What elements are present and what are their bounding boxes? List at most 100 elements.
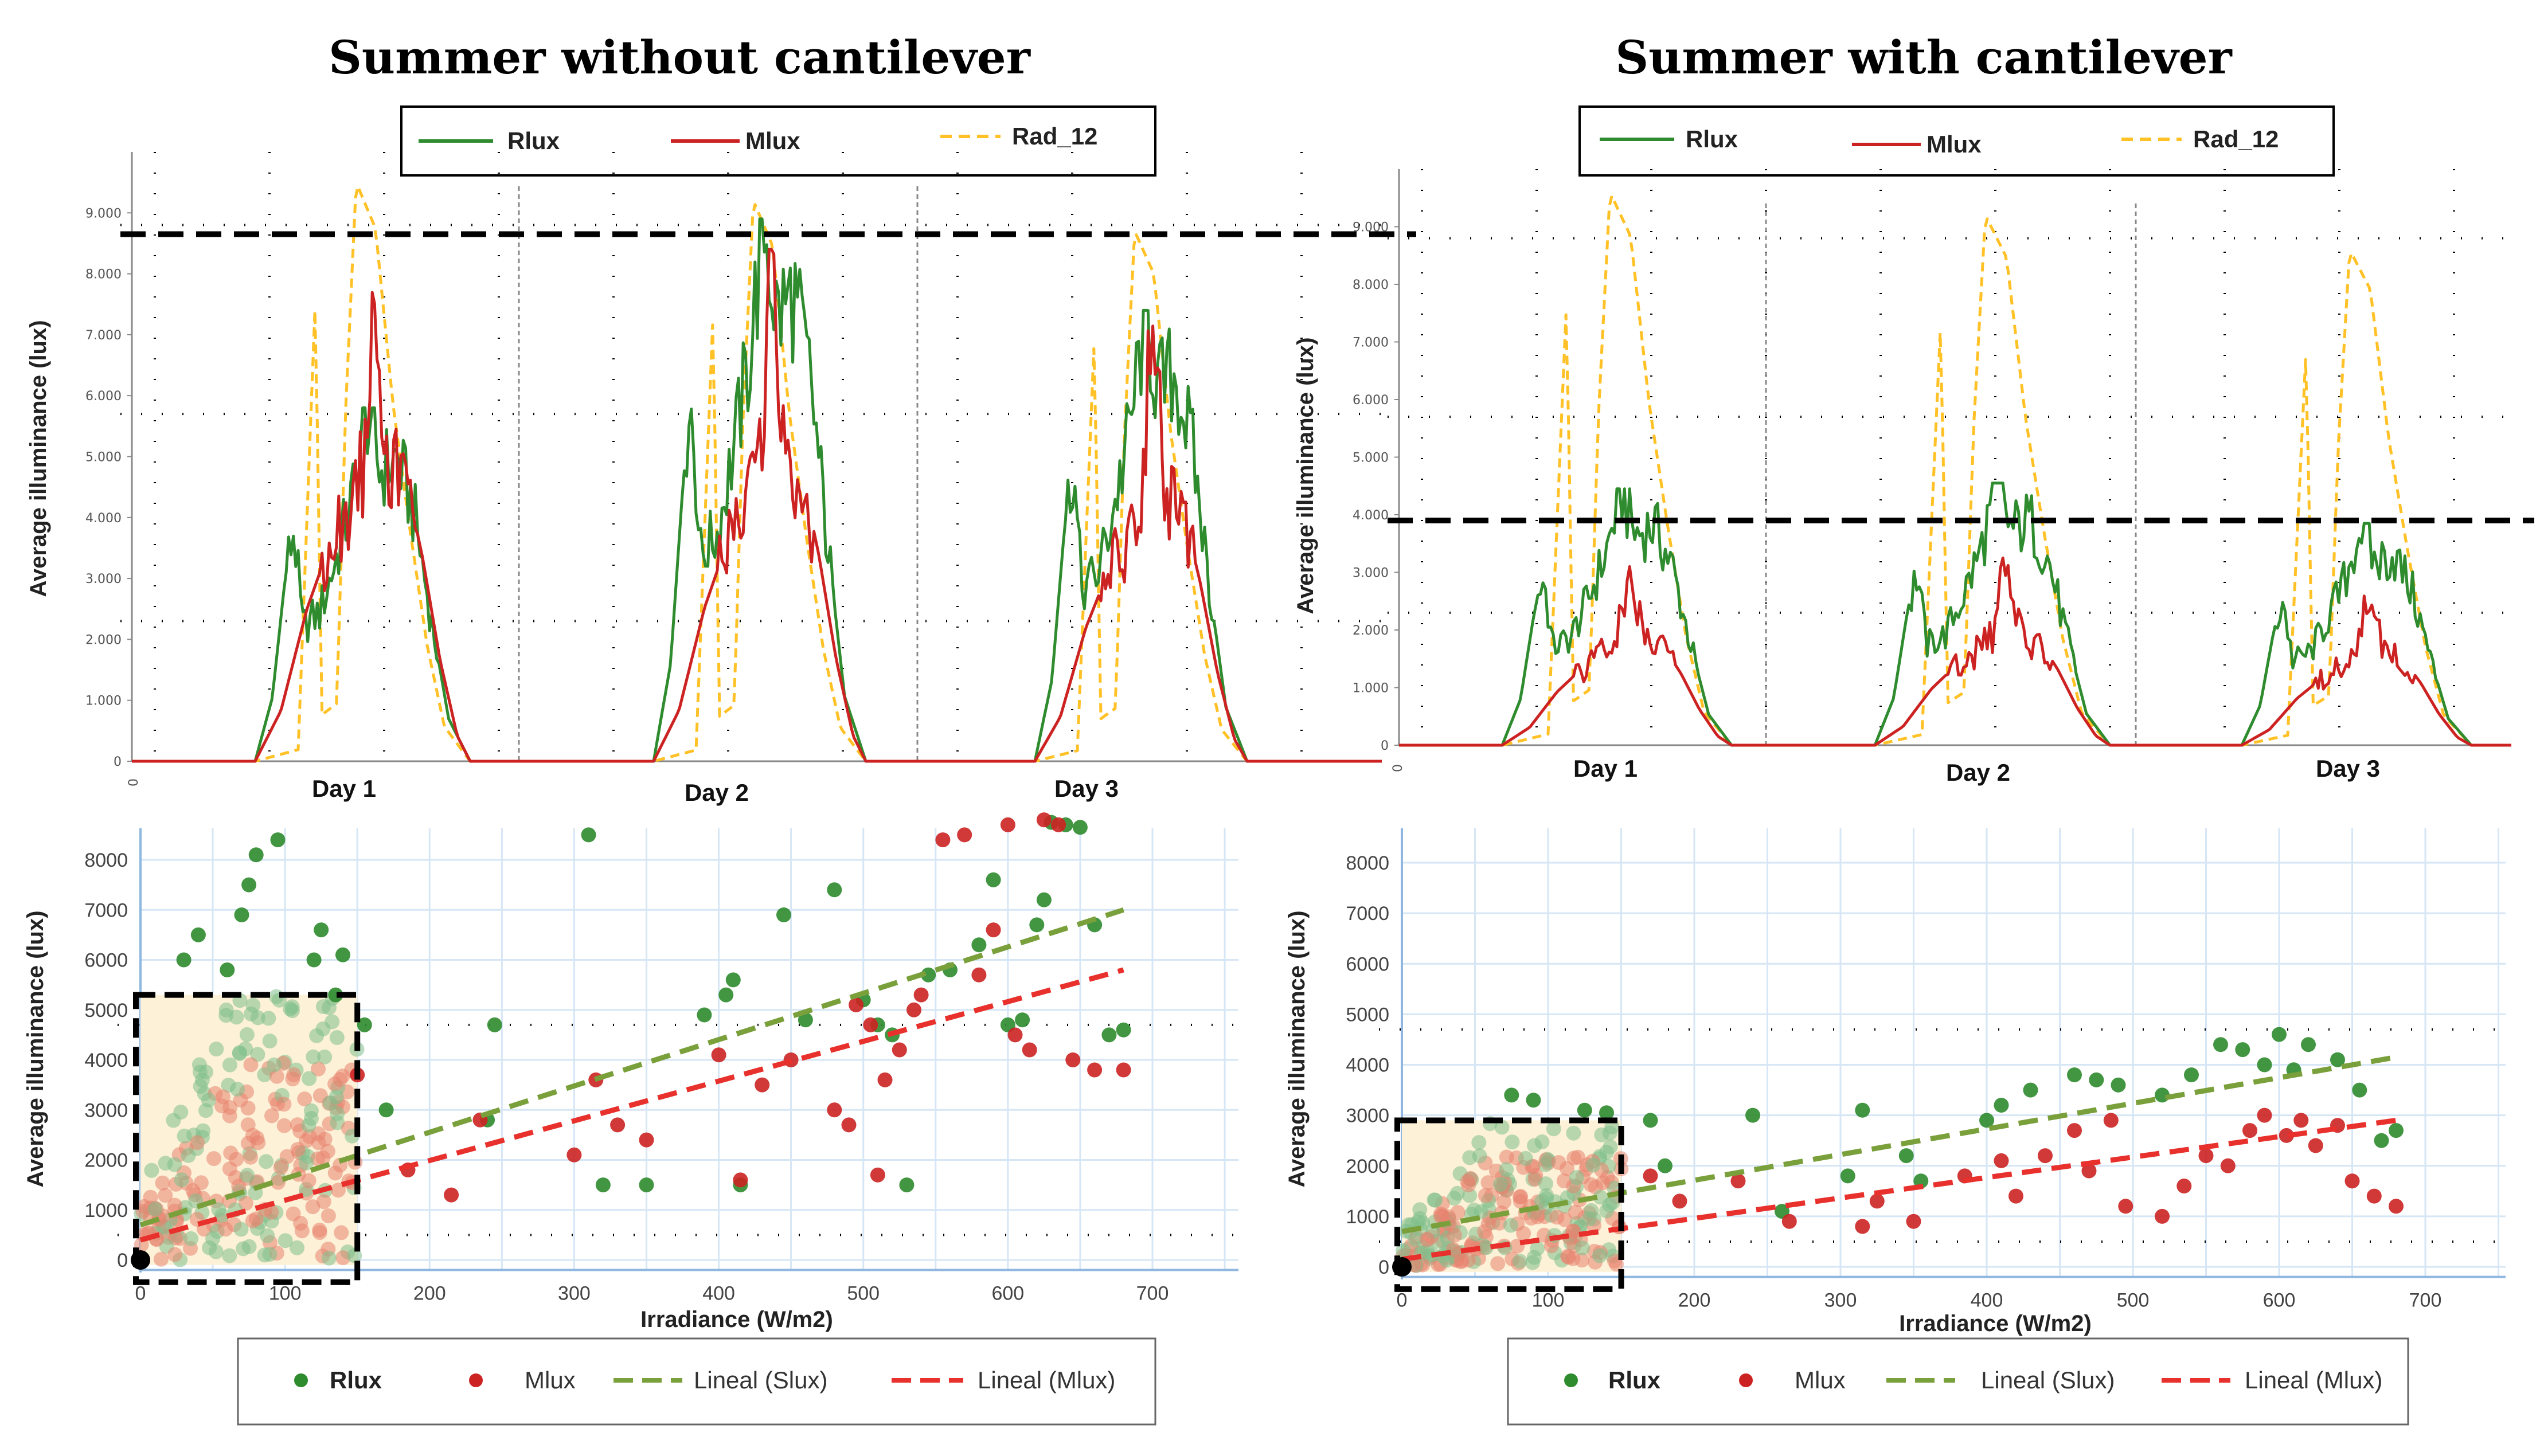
y-tick-label: 7000 xyxy=(1346,903,1389,925)
point-rlux-cluster xyxy=(1472,1148,1487,1164)
x-tick-label: 100 xyxy=(1532,1290,1565,1312)
point-rlux-cluster xyxy=(1471,1135,1487,1150)
point-mlux xyxy=(1781,1214,1797,1229)
y-tick-label: 6.000 xyxy=(85,389,122,404)
x-tick-label: 400 xyxy=(1971,1290,2003,1312)
legend-mlux-label: Mlux xyxy=(1927,131,1982,158)
x-tick-label: 600 xyxy=(991,1282,1024,1304)
y-tick-label: 5000 xyxy=(84,1000,128,1021)
legend-mlux-marker xyxy=(1739,1373,1753,1387)
legend-mlux-label: Mlux xyxy=(525,1367,576,1394)
y-tick-label: 4.000 xyxy=(1353,508,1389,523)
series-rad-line xyxy=(132,185,1382,763)
point-rlux-cluster xyxy=(301,1118,316,1133)
point-mlux xyxy=(2293,1113,2309,1128)
point-rlux xyxy=(487,1017,502,1032)
y-tick-label: 9.000 xyxy=(85,206,122,221)
point-mlux-cluster xyxy=(1450,1205,1466,1220)
point-rlux xyxy=(639,1177,654,1193)
y-axis-label: Average illuminance (lux) xyxy=(1293,337,1318,614)
point-rlux-cluster xyxy=(183,1231,199,1246)
point-rlux xyxy=(2374,1133,2389,1148)
point-rlux-cluster xyxy=(218,1002,234,1017)
point-rlux-cluster xyxy=(321,1250,337,1266)
x-tick-label: 0 xyxy=(135,1282,146,1304)
point-mlux-cluster xyxy=(248,1211,264,1227)
point-mlux-cluster xyxy=(222,1100,238,1115)
point-mlux xyxy=(1065,1052,1081,1067)
point-rlux-cluster xyxy=(1593,1189,1608,1205)
panel-right-title: Summer with cantilever xyxy=(1615,30,2232,84)
y-tick-label: 0 xyxy=(1381,739,1389,753)
point-rlux xyxy=(1029,917,1045,933)
y-tick-label: 6000 xyxy=(1346,953,1389,975)
point-rlux-cluster xyxy=(257,1067,272,1082)
trendline-slux xyxy=(1401,1054,2397,1234)
point-rlux xyxy=(2089,1072,2104,1087)
point-mlux-cluster xyxy=(167,1247,183,1262)
x-tick-label: 300 xyxy=(558,1282,591,1304)
point-rlux xyxy=(1840,1168,1855,1184)
point-mlux xyxy=(1643,1168,1658,1184)
series-mlux-line xyxy=(1399,556,2511,747)
point-rlux-cluster xyxy=(347,1248,362,1263)
legend-rlux-marker xyxy=(1564,1373,1578,1387)
point-rlux-cluster xyxy=(1408,1231,1423,1247)
point-rlux xyxy=(899,1177,915,1193)
point-rlux-cluster xyxy=(1546,1121,1561,1137)
point-mlux-cluster xyxy=(273,1160,288,1175)
point-mlux xyxy=(1036,812,1052,828)
point-mlux xyxy=(870,1167,885,1183)
point-rlux xyxy=(2111,1077,2126,1093)
point-rlux-cluster xyxy=(1575,1240,1590,1256)
scatter-right: Average illuminance (lux) Irradiance (W/… xyxy=(1284,828,2506,1336)
left-scatter-legend: Rlux Mlux Lineal (Slux) Lineal (Mlux) xyxy=(237,1337,1156,1426)
point-rlux xyxy=(2272,1027,2287,1042)
point-mlux xyxy=(841,1117,857,1133)
point-mlux xyxy=(2279,1128,2294,1143)
point-mlux xyxy=(1994,1153,2009,1168)
point-mlux xyxy=(1855,1219,1870,1234)
legend-mlux-label: Mlux xyxy=(745,127,800,154)
point-mlux xyxy=(913,987,929,1003)
trendline-mlux xyxy=(1401,1117,2397,1262)
legend-frame xyxy=(237,1337,1156,1426)
point-rlux xyxy=(595,1177,611,1193)
legend-frame xyxy=(400,105,1156,177)
point-rlux-cluster xyxy=(278,1233,293,1248)
point-rlux xyxy=(1745,1107,1760,1123)
point-mlux-cluster xyxy=(297,1091,312,1107)
point-rlux xyxy=(1072,820,1088,835)
left-timeseries-legend: Rlux Mlux Rad_12 xyxy=(400,105,1156,177)
point-rlux-cluster xyxy=(222,1248,237,1263)
y-tick-label: 7.000 xyxy=(1353,336,1389,350)
day-label-2: Day 2 xyxy=(685,779,749,806)
y-tick-label: 8000 xyxy=(1346,852,1389,874)
y-tick-label: 3000 xyxy=(84,1099,128,1121)
point-mlux xyxy=(2308,1138,2323,1153)
y-tick-label: 5000 xyxy=(1346,1004,1389,1026)
point-mlux-cluster xyxy=(193,1175,209,1191)
point-mlux-cluster xyxy=(1478,1188,1493,1203)
day-label-2: Day 2 xyxy=(1946,759,2010,786)
point-mlux xyxy=(2257,1107,2272,1123)
point-rlux-cluster xyxy=(236,1241,251,1257)
point-rlux xyxy=(2184,1067,2199,1083)
point-mlux-cluster xyxy=(243,1149,258,1165)
x-axis-label: Irradiance (W/m2) xyxy=(640,1307,833,1332)
point-mlux xyxy=(1000,817,1015,832)
point-mlux-cluster xyxy=(276,1097,292,1112)
point-mlux xyxy=(2067,1123,2082,1138)
point-rlux-cluster xyxy=(211,1202,226,1218)
point-rlux-cluster xyxy=(1603,1139,1618,1154)
point-rlux xyxy=(1504,1087,1519,1103)
point-rlux-cluster xyxy=(233,1222,249,1237)
point-mlux-cluster xyxy=(311,1061,326,1077)
point-rlux-cluster xyxy=(1505,1134,1520,1150)
point-rlux-cluster xyxy=(330,1106,345,1121)
point-mlux xyxy=(1730,1173,1746,1189)
point-rlux-cluster xyxy=(222,1057,237,1073)
legend-trend-slux-label: Lineal (Slux) xyxy=(694,1367,827,1394)
point-mlux xyxy=(733,1172,748,1188)
point-rlux-cluster xyxy=(240,1168,255,1183)
